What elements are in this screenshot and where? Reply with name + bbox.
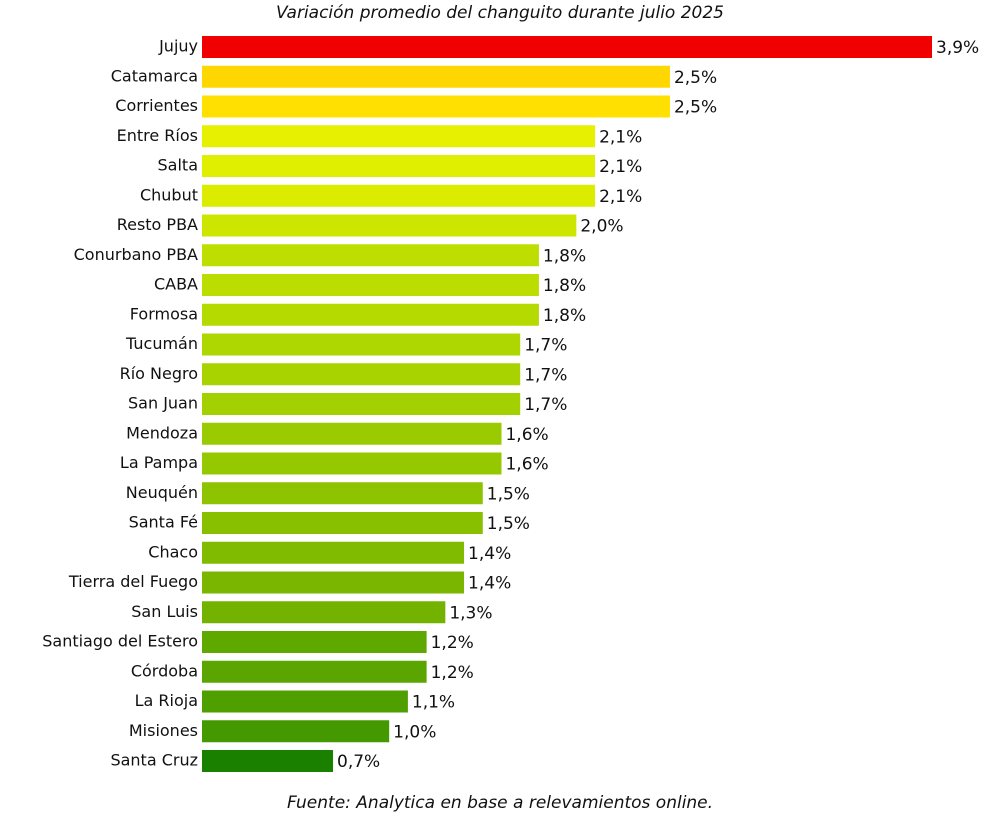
category-label: La Rioja: [135, 691, 198, 710]
value-label: 1,6%: [505, 425, 548, 445]
bar: [202, 214, 577, 237]
category-label: Corrientes: [115, 96, 198, 115]
value-label: 2,0%: [580, 217, 623, 237]
value-label: 1,5%: [487, 514, 530, 534]
bar: [202, 333, 521, 356]
bar: [202, 244, 539, 267]
value-label: 1,4%: [468, 544, 511, 564]
category-label: Tierra del Fuego: [68, 572, 198, 591]
category-label: Tucumán: [125, 334, 198, 353]
category-label: La Pampa: [120, 453, 198, 472]
category-label: Resto PBA: [117, 215, 198, 234]
category-label: Chaco: [148, 542, 198, 561]
value-label: 2,5%: [674, 68, 717, 88]
bar: [202, 690, 408, 713]
bar: [202, 155, 596, 177]
value-label: 2,5%: [674, 98, 717, 118]
bar: [202, 393, 521, 415]
bar: [202, 36, 932, 58]
source-note: Fuente: Analytica en base a relevamiento…: [287, 793, 713, 813]
bar: [202, 512, 483, 534]
value-label: 1,5%: [487, 484, 530, 504]
value-label: 1,2%: [431, 663, 474, 683]
value-label: 1,4%: [468, 574, 511, 594]
category-label: Santa Cruz: [110, 751, 198, 770]
bar: [202, 452, 502, 475]
bar: [202, 422, 502, 445]
bar: [202, 363, 521, 386]
category-label: Salta: [158, 156, 198, 175]
category-label: San Luis: [131, 602, 198, 621]
bar: [202, 274, 539, 296]
category-label: Entre Ríos: [117, 126, 198, 145]
value-label: 1,8%: [543, 246, 586, 266]
bar: [202, 750, 334, 772]
bar: [202, 125, 596, 148]
value-label: 1,8%: [543, 306, 586, 326]
bar: [202, 720, 390, 743]
category-label: Conurbano PBA: [74, 245, 198, 264]
category-label: Misiones: [129, 721, 198, 740]
category-label: Catamarca: [111, 66, 198, 85]
value-label: 1,7%: [524, 365, 567, 385]
category-label: Formosa: [130, 304, 198, 323]
value-label: 1,6%: [505, 455, 548, 475]
value-label: 1,1%: [412, 693, 455, 713]
value-label: 1,7%: [524, 395, 567, 415]
bar: [202, 541, 465, 564]
category-label: Santa Fé: [129, 513, 198, 532]
category-label: Santiago del Estero: [42, 632, 198, 651]
value-label: 1,0%: [393, 722, 436, 742]
bar: [202, 184, 596, 207]
category-label: Chubut: [140, 185, 198, 204]
category-label: Jujuy: [158, 37, 198, 56]
bar: [202, 660, 427, 683]
value-label: 0,7%: [337, 752, 380, 772]
bar: [202, 601, 446, 624]
value-label: 2,1%: [599, 187, 642, 207]
value-label: 2,1%: [599, 157, 642, 177]
bar: [202, 571, 465, 594]
value-label: 1,2%: [431, 633, 474, 653]
value-label: 1,7%: [524, 336, 567, 356]
bar: [202, 482, 483, 505]
bar: [202, 631, 427, 653]
chart-title: Variación promedio del changuito durante…: [276, 3, 724, 23]
bar: [202, 303, 539, 326]
value-label: 2,1%: [599, 127, 642, 147]
category-label: Mendoza: [126, 423, 198, 442]
category-label: CABA: [154, 275, 198, 294]
category-label: Neuquén: [126, 483, 198, 502]
category-label: San Juan: [128, 394, 198, 413]
bar: [202, 95, 670, 118]
value-label: 1,3%: [449, 603, 492, 623]
category-label: Córdoba: [131, 661, 198, 680]
bar: [202, 65, 670, 88]
value-label: 1,8%: [543, 276, 586, 296]
category-label: Río Negro: [120, 364, 198, 383]
value-label: 3,9%: [936, 38, 979, 58]
